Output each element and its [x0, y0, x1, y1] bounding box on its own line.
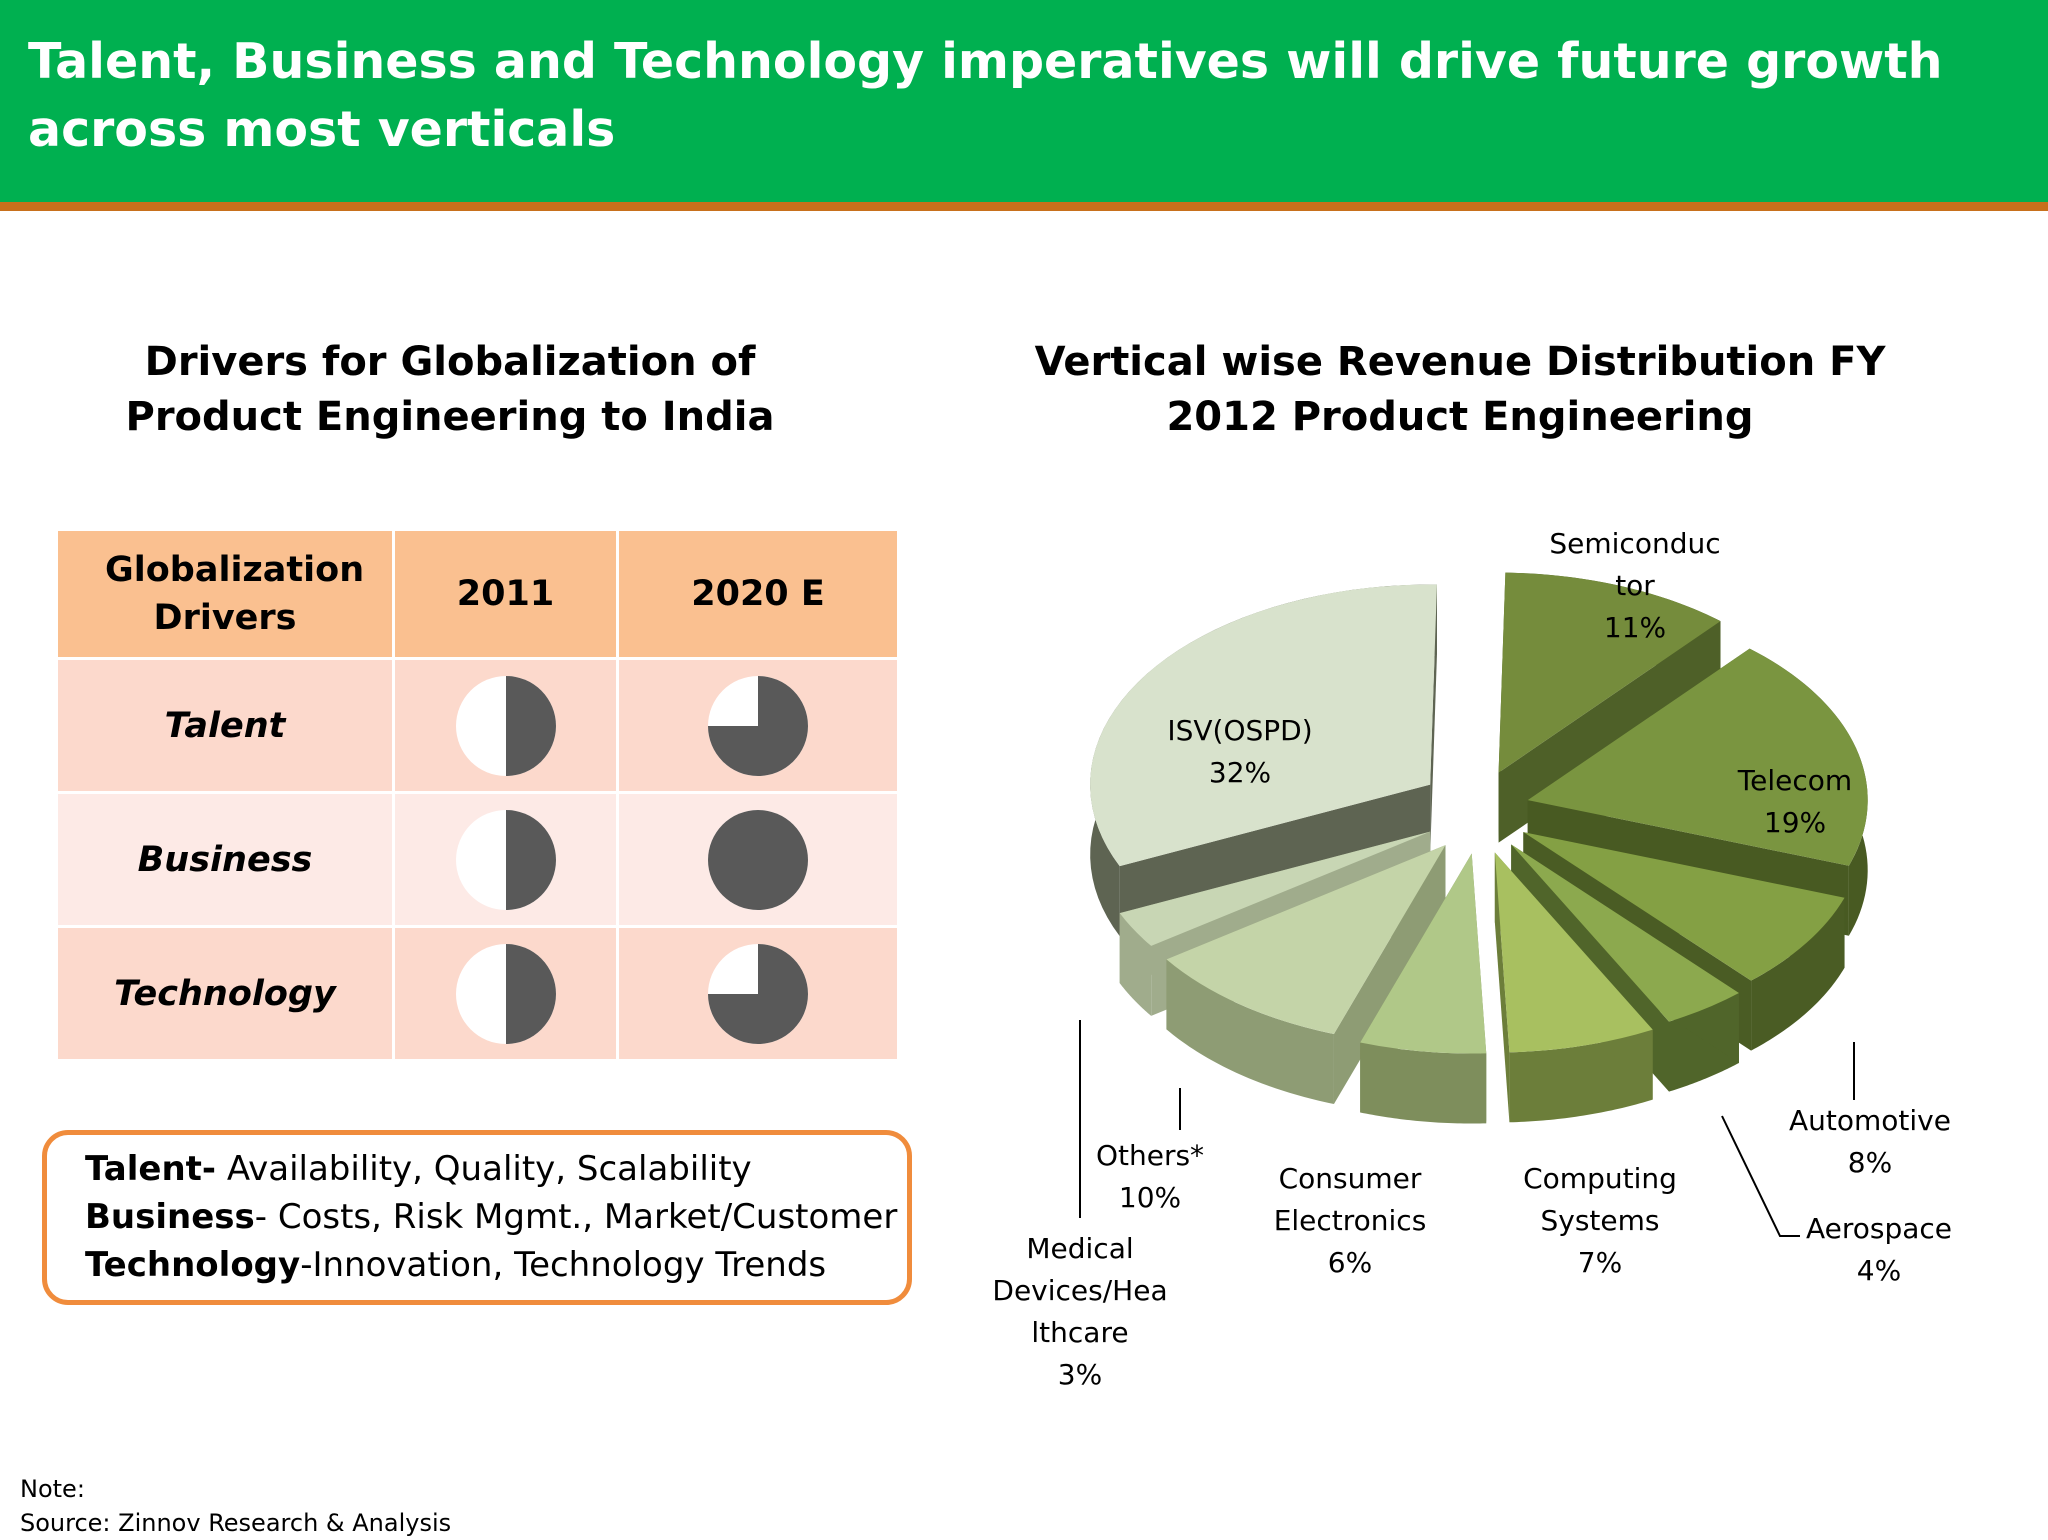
harvey-ball-fill: [505, 943, 556, 1044]
harvey-ball-icon: [708, 809, 808, 910]
drivers-table: Globalization Drivers 2011 2020 E Talent…: [55, 528, 900, 1062]
driver-label-talent: Talent: [58, 660, 392, 791]
pie-label-telecom: Telecom 19%: [1737, 764, 1853, 839]
technology-2011-cell: [395, 928, 616, 1059]
business-2020-cell: [619, 794, 897, 925]
table-row: Talent: [58, 660, 897, 791]
driver-label-technology: Technology: [58, 928, 392, 1059]
drivers-section-title: Drivers for Globalization of Product Eng…: [125, 339, 775, 440]
harvey-ball-icon: [455, 675, 556, 776]
drivers-legend-box: Talent- Availability, Quality, Scalabili…: [42, 1130, 912, 1305]
harvey-ball-fill: [708, 809, 808, 910]
table-row: Technology: [58, 928, 897, 1059]
pie-slice-top: [1166, 845, 1446, 1035]
pie-slice: [1166, 845, 1446, 1105]
pie-slice-cut-face: [1494, 852, 1510, 1123]
harvey-ball-fill: [708, 943, 808, 1044]
harvey-ball-fill: [708, 675, 808, 776]
header-divider: [0, 202, 2048, 211]
pie-slice-top: [1494, 852, 1653, 1053]
pie-slice-top: [1523, 832, 1845, 981]
table-header-row: Globalization Drivers 2011 2020 E: [58, 531, 897, 657]
pie-slice-cut-face: [1430, 584, 1437, 855]
harvey-ball-icon: [708, 675, 808, 776]
harvey-ball-icon: [455, 943, 556, 1044]
pie-leader-lines: [1079, 1020, 1855, 1237]
page-title: Talent, Business and Technology imperati…: [28, 33, 1943, 158]
pie-slice: [1494, 852, 1653, 1123]
pie-label-semiconductor: Semiconduc tor 11%: [1549, 527, 1721, 644]
legend-line-talent: Talent- Availability, Quality, Scalabili…: [85, 1149, 752, 1189]
pie-label-others: Others* 10%: [1095, 1139, 1205, 1214]
leader-line-aerospace: [1721, 1115, 1800, 1237]
pie-label-consumer-electronics: Consumer Electronics 6%: [1273, 1162, 1427, 1279]
harvey-ball-fill: [505, 675, 556, 776]
pie-slice-top: [1527, 648, 1868, 866]
pie-chart-title: Vertical wise Revenue Distribution FY 20…: [1034, 339, 1886, 440]
column-header-2011: 2011: [395, 531, 616, 657]
harvey-ball-fill: [505, 809, 556, 910]
column-header-drivers: Globalization Drivers: [58, 531, 392, 657]
pie-slice-top: [1498, 572, 1721, 773]
business-2011-cell: [395, 794, 616, 925]
talent-2020-cell: [619, 660, 897, 791]
technology-2020-cell: [619, 928, 897, 1059]
table-row: Business: [58, 794, 897, 925]
pie-slice: [1360, 853, 1487, 1124]
header-bar: Talent, Business and Technology imperati…: [0, 0, 2048, 202]
pie-label-computing-systems: Computing Systems 7%: [1523, 1162, 1677, 1279]
legend-line-technology: Technology-Innovation, Technology Trends: [85, 1245, 827, 1285]
pie-slice-top: [1119, 831, 1431, 946]
pie-slices: [1090, 572, 1868, 1124]
pie-slice-top: [1090, 584, 1437, 867]
footer-source: Source: Zinnov Research & Analysis: [20, 1509, 452, 1537]
pie-label-aerospace: Aerospace 4%: [1805, 1212, 1953, 1287]
pie-slice-top: [1511, 844, 1739, 1022]
footer-note: Note:: [20, 1475, 85, 1503]
harvey-ball-icon: [708, 943, 808, 1044]
revenue-pie-chart: [1079, 572, 1868, 1237]
column-header-2020: 2020 E: [619, 531, 897, 657]
talent-2011-cell: [395, 660, 616, 791]
pie-label-automotive: Automotive 8%: [1789, 1104, 1951, 1179]
pie-slice-cut-face: [1119, 831, 1431, 984]
legend-line-business: Business- Costs, Risk Mgmt., Market/Cust…: [85, 1197, 898, 1237]
pie-label-medical: Medical Devices/Hea lthcare 3%: [992, 1232, 1168, 1391]
harvey-ball-icon: [455, 809, 556, 910]
pie-slice-side: [1360, 1042, 1487, 1124]
driver-label-business: Business: [58, 794, 392, 925]
pie-slice-top: [1360, 853, 1487, 1054]
pie-label-isv: ISV(OSPD) 32%: [1167, 714, 1313, 789]
